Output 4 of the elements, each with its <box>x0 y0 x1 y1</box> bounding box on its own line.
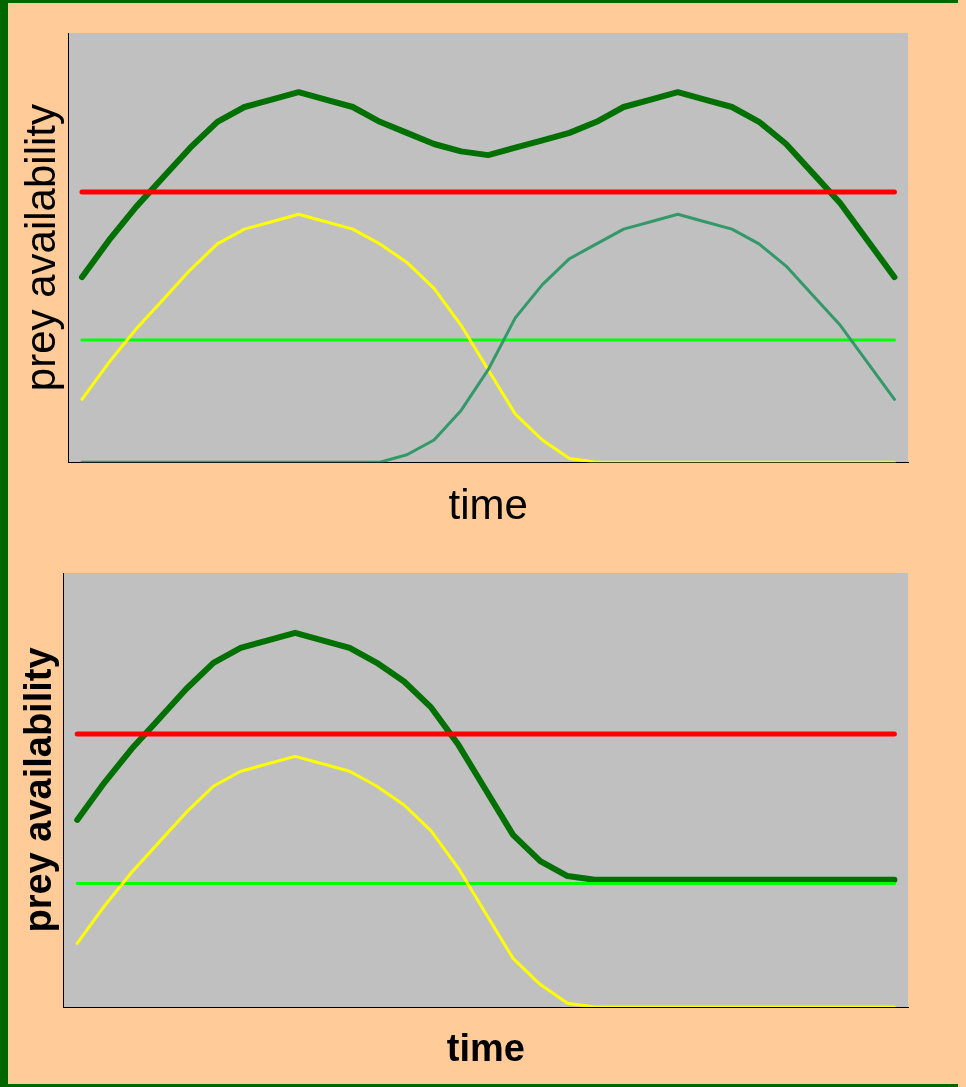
y-axis-title: prey availability <box>16 104 64 392</box>
y-axis-title: prey availability <box>17 647 60 933</box>
x-axis-title: time <box>448 481 528 529</box>
x-axis-title: time <box>446 1026 525 1069</box>
